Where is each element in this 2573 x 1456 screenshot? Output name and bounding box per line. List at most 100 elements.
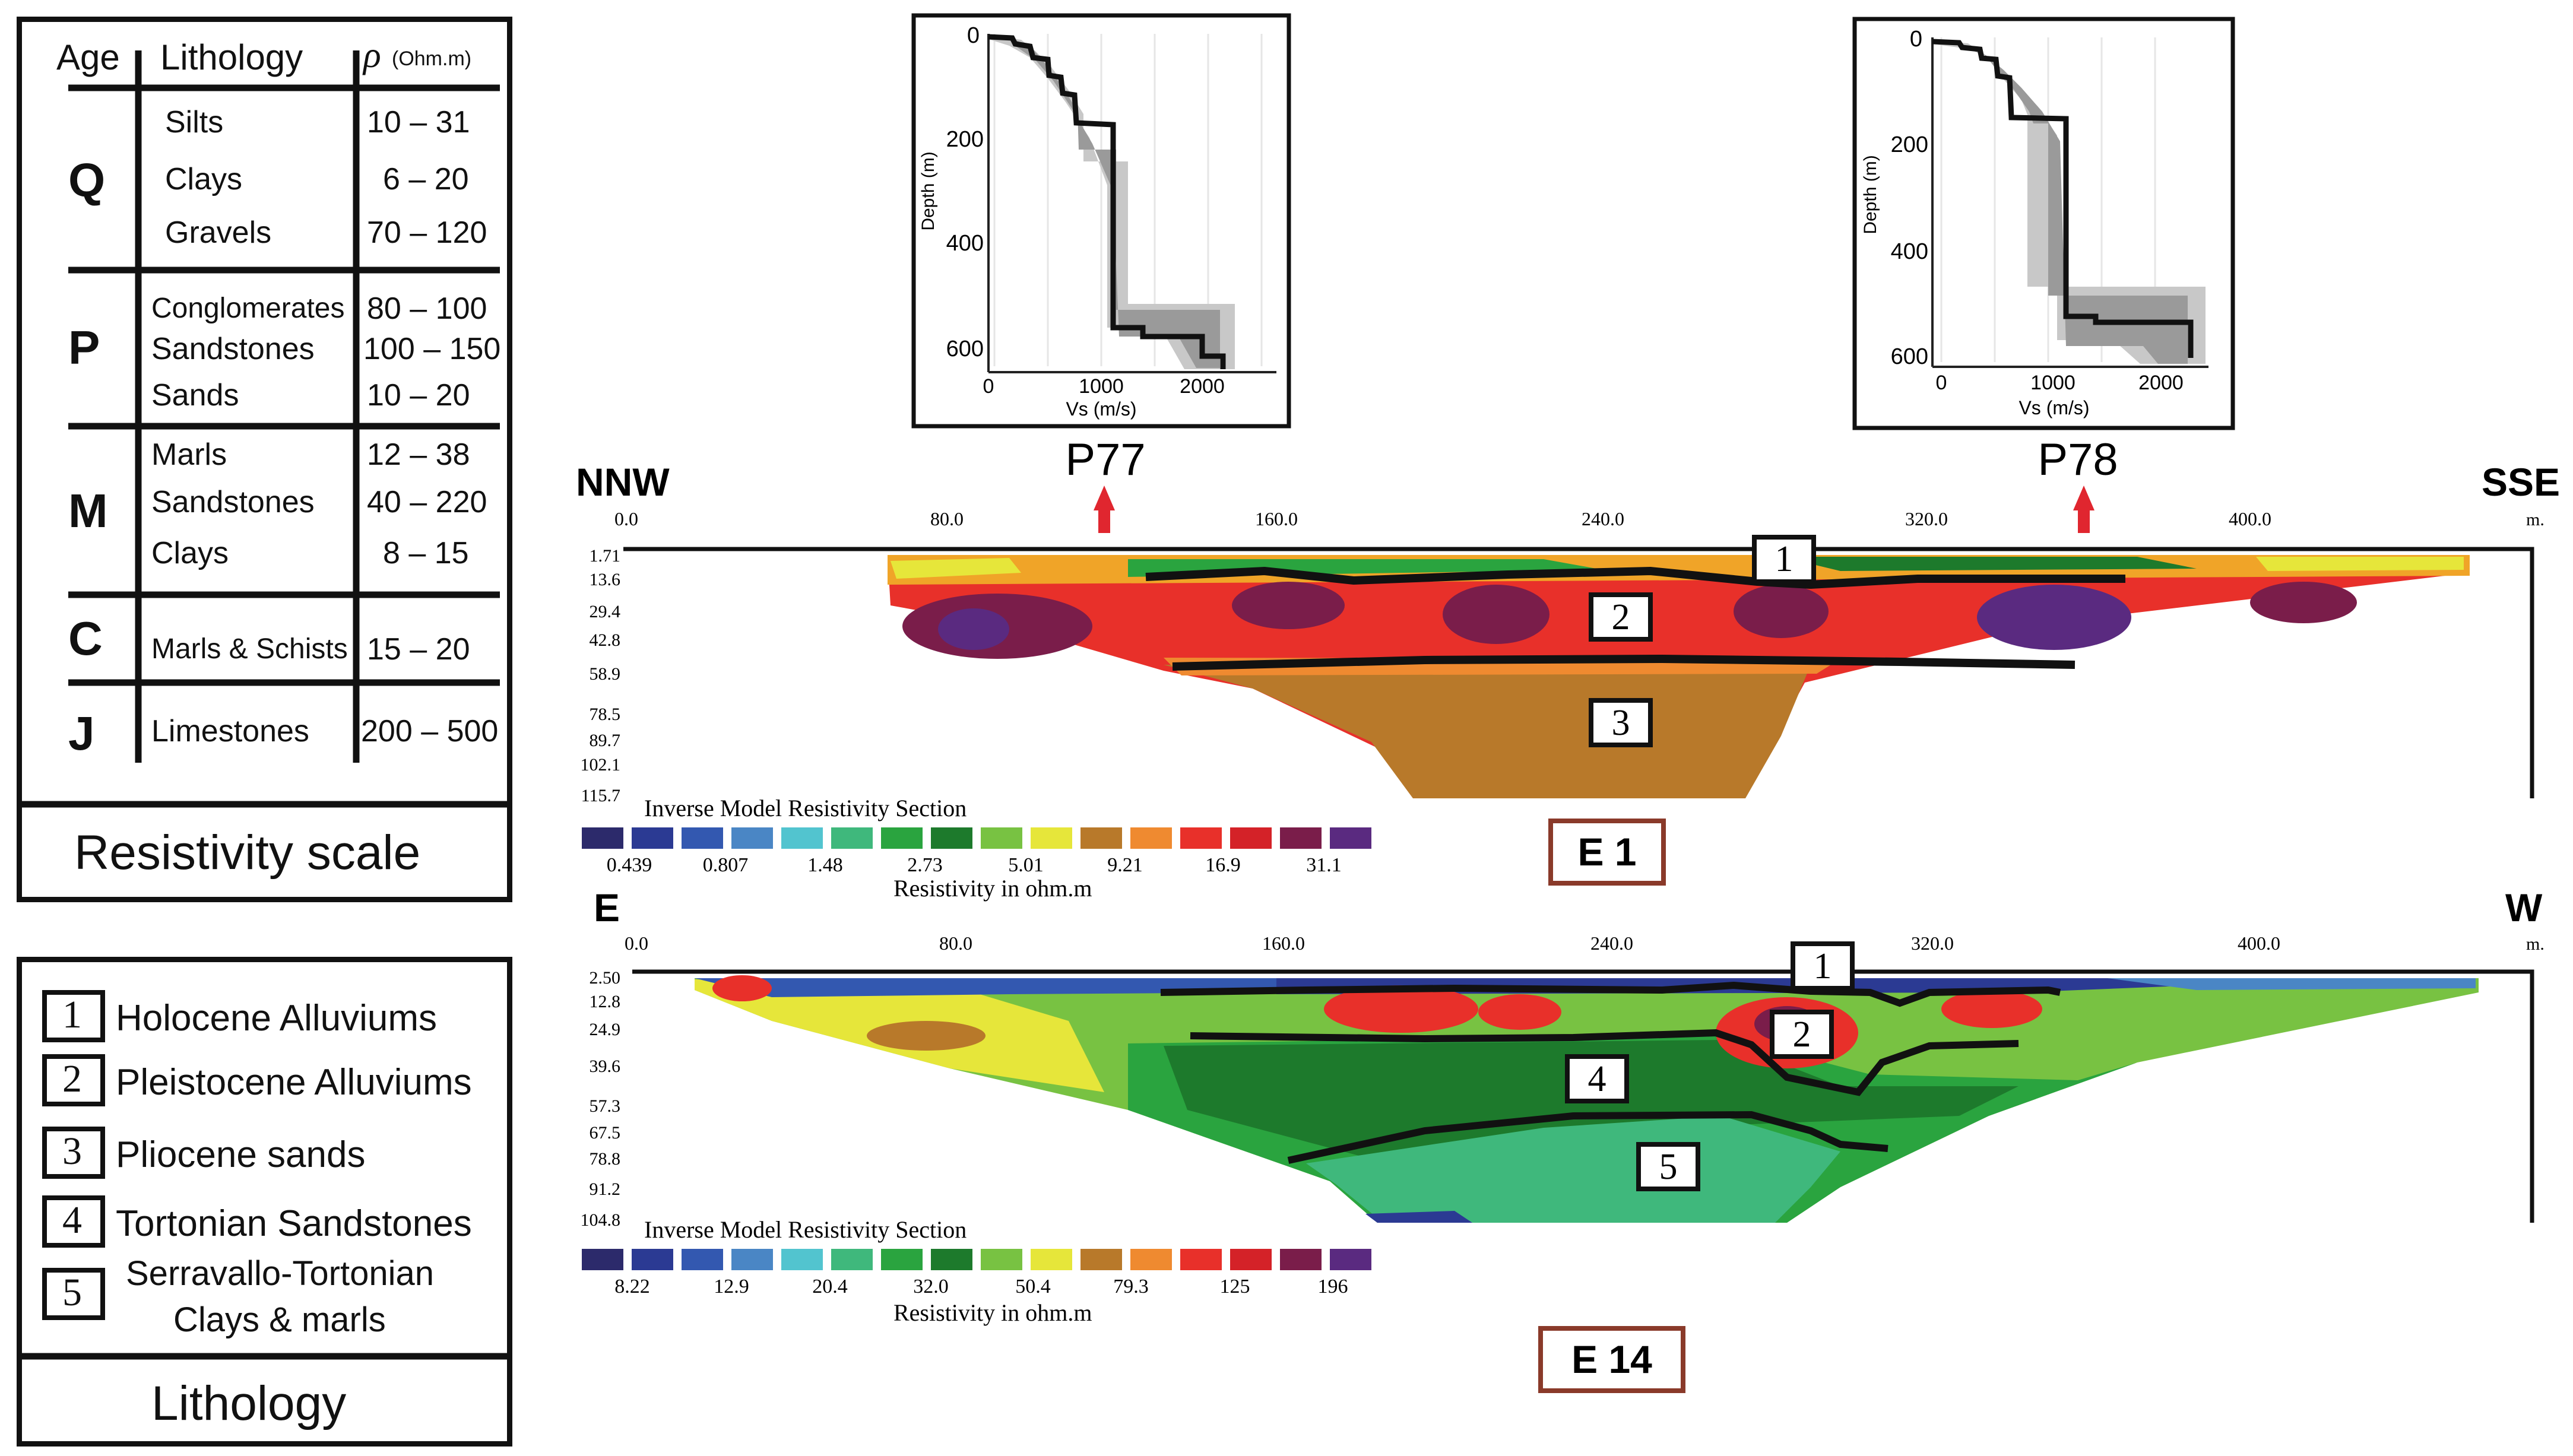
e1-boundary-2 <box>1172 654 2075 671</box>
e14-cb-val-3: 32.0 <box>913 1276 949 1298</box>
rho-c-0: 15 – 20 <box>367 632 470 667</box>
legend-label-5a: Serravallo-Tortonian <box>126 1254 435 1293</box>
rho-m-0: 12 – 38 <box>367 437 470 472</box>
e14-colorbar-swatch-13 <box>1230 1249 1272 1270</box>
e1-layer-1: 1 <box>1775 539 1794 579</box>
e14-unit: m. <box>2526 934 2545 954</box>
e1-depth-0: 1.71 <box>590 546 621 566</box>
e1-depth-1: 13.6 <box>590 570 621 589</box>
e1-resistivity-section <box>888 555 2470 798</box>
e1-colorbar-swatch-5 <box>831 827 873 849</box>
e14-layer-1: 1 <box>1814 946 1832 986</box>
age-c: C <box>68 612 103 665</box>
e14-cb-val-5: 79.3 <box>1113 1276 1149 1298</box>
e14-depth-6: 78.8 <box>590 1149 621 1169</box>
e14-xtick-4: 320.0 <box>1911 932 1954 954</box>
e1-colorbar-swatch-0 <box>582 827 623 849</box>
e14-layer-4: 4 <box>1588 1059 1606 1099</box>
e1-depth-8: 115.7 <box>581 786 620 805</box>
e14-layer-5: 5 <box>1659 1147 1678 1187</box>
e14-depth-3: 39.6 <box>590 1057 621 1076</box>
rho-p-2: 10 – 20 <box>367 378 470 413</box>
e1-colorbar-swatch-9 <box>1031 827 1072 849</box>
rho-p-0: 80 – 100 <box>367 291 487 326</box>
e1-xtick-0: 0.0 <box>614 508 638 529</box>
e1-frame <box>623 547 2534 798</box>
e1-layer-box-1 <box>1752 535 1816 584</box>
e14-right-direction: W <box>2505 886 2543 930</box>
lithology-title: Lithology <box>151 1376 347 1430</box>
e14-colorbar-swatch-1 <box>632 1249 673 1270</box>
e1-name: E 1 <box>1577 830 1636 874</box>
legend-label-5b: Clays & marls <box>173 1300 386 1339</box>
e1-colorbar-values: 0.439 0.807 1.48 2.73 5.01 9.21 16.9 31.… <box>607 854 1342 876</box>
e14-colorbar-values: 8.22 12.9 20.4 32.0 50.4 79.3 125 196 <box>614 1276 1348 1298</box>
e1-name-box <box>1548 819 1666 886</box>
e14-colorbar <box>582 1249 1371 1270</box>
e1-boundary-1 <box>1145 566 2125 589</box>
p77-ytick-200: 200 <box>946 127 984 152</box>
e1-layer-box-3 <box>1589 698 1653 747</box>
e14-depth-1: 12.8 <box>590 992 621 1011</box>
e1-cb-val-1: 0.807 <box>703 854 749 876</box>
p78-ylabel: Depth (m) <box>1861 155 1880 234</box>
p77-marker-icon <box>1094 486 1115 533</box>
e14-depth-8: 104.8 <box>581 1210 621 1230</box>
e14-xtick-0: 0.0 <box>625 932 648 954</box>
rho-q-1: 6 – 20 <box>383 162 469 196</box>
e14-xtick-5: 400.0 <box>2238 932 2280 954</box>
p77-xtick-2000: 2000 <box>1180 375 1225 398</box>
lith-p-0: Conglomerates <box>151 293 345 324</box>
e1-depth-3: 42.8 <box>590 630 621 650</box>
legend-num-1: 1 <box>62 993 82 1036</box>
e14-colorbar-swatch-6 <box>881 1249 923 1270</box>
p78-xlabel: Vs (m/s) <box>2019 397 2089 418</box>
p77-xlabel: Vs (m/s) <box>1066 398 1136 420</box>
header-rho-symbol: ρ <box>363 35 381 75</box>
e14-xtick-1: 80.0 <box>939 932 972 954</box>
e1-xtick-1: 80.0 <box>930 508 964 529</box>
e1-depth-4: 58.9 <box>590 664 621 684</box>
e1-colorbar-swatch-11 <box>1130 827 1172 849</box>
p78-marker-icon <box>2073 486 2094 533</box>
age-p: P <box>68 321 100 374</box>
e1-depth-6: 89.7 <box>590 731 621 750</box>
lith-q-2: Gravels <box>165 215 272 250</box>
age-q: Q <box>68 154 106 207</box>
header-age: Age <box>56 37 120 77</box>
p78-ytick-400: 400 <box>1891 239 1928 264</box>
e14-boundary-2 <box>1190 1029 2019 1096</box>
rho-m-2: 8 – 15 <box>383 536 469 570</box>
e14-boundary-1 <box>1160 981 2061 1007</box>
e14-depth-4: 57.3 <box>590 1096 621 1116</box>
e1-cb-val-4: 5.01 <box>1008 854 1044 876</box>
e1-colorbar-swatch-1 <box>632 827 673 849</box>
e1-cb-val-0: 0.439 <box>607 854 652 876</box>
e1-colorbar-swatch-14 <box>1280 827 1322 849</box>
p78-name: P78 <box>2038 434 2118 485</box>
age-m: M <box>68 484 108 537</box>
e14-cb-val-6: 125 <box>1220 1276 1250 1298</box>
e1-layer-box-2 <box>1589 592 1653 642</box>
legend-num-5: 5 <box>62 1271 82 1314</box>
p77-ytick-0: 0 <box>967 23 980 48</box>
e14-left-direction: E <box>594 886 620 930</box>
e14-colorbar-swatch-12 <box>1180 1249 1222 1270</box>
rho-q-2: 70 – 120 <box>367 215 487 250</box>
legend-label-4: Tortonian Sandstones <box>116 1203 472 1244</box>
e14-cb-val-4: 50.4 <box>1015 1276 1051 1298</box>
e14-colorbar-swatch-15 <box>1330 1249 1371 1270</box>
e1-colorbar-swatch-2 <box>682 827 723 849</box>
p77-name: P77 <box>1065 434 1145 485</box>
e14-colorbar-swatch-2 <box>682 1249 723 1270</box>
rho-q-0: 10 – 31 <box>367 105 470 139</box>
e14-colorbar-swatch-14 <box>1280 1249 1322 1270</box>
lith-q-1: Clays <box>165 162 243 196</box>
header-rho-unit: (Ohm.m) <box>392 47 472 70</box>
e1-cb-val-7: 31.1 <box>1306 854 1342 876</box>
e14-cb-val-0: 8.22 <box>614 1276 650 1298</box>
e1-cb-val-6: 16.9 <box>1205 854 1241 876</box>
e14-name-box <box>1538 1326 1685 1393</box>
p78-xtick-1000: 1000 <box>2030 372 2075 394</box>
